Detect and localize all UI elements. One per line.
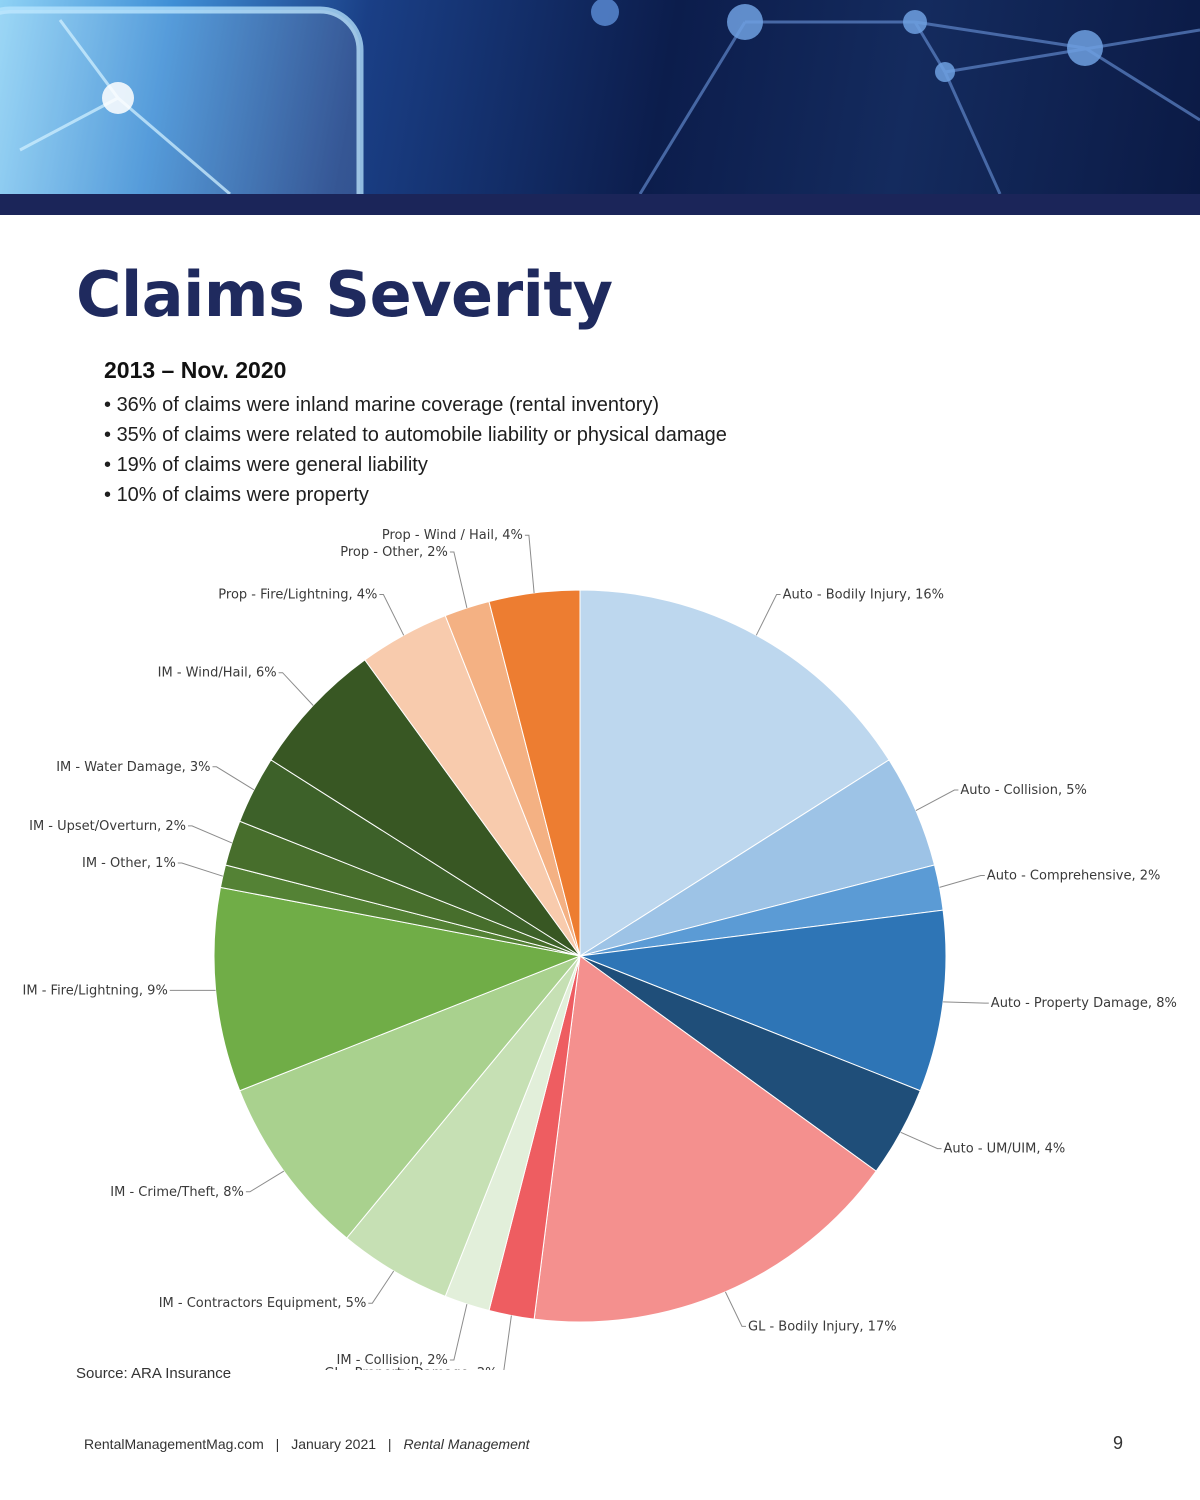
leader-line (939, 875, 985, 888)
leader-line (188, 825, 233, 844)
leader-line (943, 1001, 989, 1004)
pie-label-gl-property-damage: GL - Property Damage, 2% (324, 1366, 497, 1370)
header-band (0, 194, 1200, 215)
summary-bullet: 36% of claims were inland marine coverag… (104, 390, 727, 420)
leader-line (379, 594, 405, 636)
footer: RentalManagementMag.com | January 2021 |… (84, 1436, 530, 1452)
claims-pie-chart: Auto - Bodily Injury, 16% Auto - Collisio… (23, 528, 1177, 1370)
leader-line (245, 1170, 285, 1193)
page-number: 9 (1113, 1433, 1124, 1453)
pie-label-im-collision: IM - Collision, 2% (337, 1353, 448, 1368)
leader-line (915, 789, 959, 812)
leader-line (177, 862, 223, 877)
leader-line (449, 1303, 468, 1361)
pie-label-im-upset-overturn: IM - Upset/Overturn, 2% (29, 819, 186, 834)
leader-line (368, 1270, 395, 1304)
pie-label-prop-wind-hail: Prop - Wind / Hail, 4% (382, 528, 523, 543)
pie-label-prop-other: Prop - Other, 2% (340, 545, 448, 560)
leader-line (724, 1291, 746, 1327)
footer-separator: | (387, 1436, 392, 1452)
leader-line (503, 1315, 512, 1370)
footer-separator: | (275, 1436, 280, 1452)
pie-label-im-wind-hail: IM - Wind/Hail, 6% (158, 666, 277, 681)
pie-label-im-crime-theft: IM - Crime/Theft, 8% (110, 1185, 244, 1200)
pie-label-auto-bodily-injury: Auto - Bodily Injury, 16% (783, 588, 944, 603)
leader-line (524, 534, 535, 593)
pie-label-auto-property-damage: Auto - Property Damage, 8% (991, 996, 1177, 1011)
source-note: Source: ARA Insurance (76, 1365, 232, 1382)
summary-bullet: 10% of claims were property (104, 480, 727, 510)
pie-label-gl-bodily-injury: GL - Bodily Injury, 17% (748, 1319, 897, 1334)
footer-date: January 2021 (291, 1436, 377, 1452)
pie-label-auto-comprehensive: Auto - Comprehensive, 2% (987, 869, 1161, 884)
pie-slice-gl-bodily-injury (533, 955, 877, 1323)
leader-line (212, 766, 255, 791)
leader-line (278, 672, 314, 706)
leader-line (449, 551, 468, 609)
page-title: Claims Severity (76, 258, 613, 331)
pie-label-auto-collision: Auto - Collision, 5% (960, 783, 1086, 798)
header-banner-image (0, 0, 1200, 194)
pie-label-auto-um-uim: Auto - UM/UIM, 4% (944, 1142, 1066, 1157)
summary-bullets: 36% of claims were inland marine coverag… (104, 390, 727, 510)
leader-line (755, 594, 781, 636)
summary-bullet: 19% of claims were general liability (104, 450, 727, 480)
footer-site: RentalManagementMag.com (84, 1436, 264, 1452)
pie-label-im-fire-lightning: IM - Fire/Lightning, 9% (23, 983, 168, 998)
leader-line (900, 1131, 942, 1150)
pie-slice-im-wind-hail (270, 659, 581, 957)
footer-magazine: Rental Management (403, 1436, 530, 1452)
pie-label-prop-fire-lightning: Prop - Fire/Lightning, 4% (218, 588, 377, 603)
pie-label-im-water-damage: IM - Water Damage, 3% (56, 760, 210, 775)
summary-bullet: 35% of claims were related to automobile… (104, 420, 727, 450)
chart-subtitle: 2013 – Nov. 2020 (104, 357, 287, 383)
pie-slice-im-fire-lightning (213, 886, 582, 1092)
pie-label-im-contractors-equipment: IM - Contractors Equipment, 5% (159, 1296, 367, 1311)
pie-label-im-other: IM - Other, 1% (82, 856, 176, 871)
